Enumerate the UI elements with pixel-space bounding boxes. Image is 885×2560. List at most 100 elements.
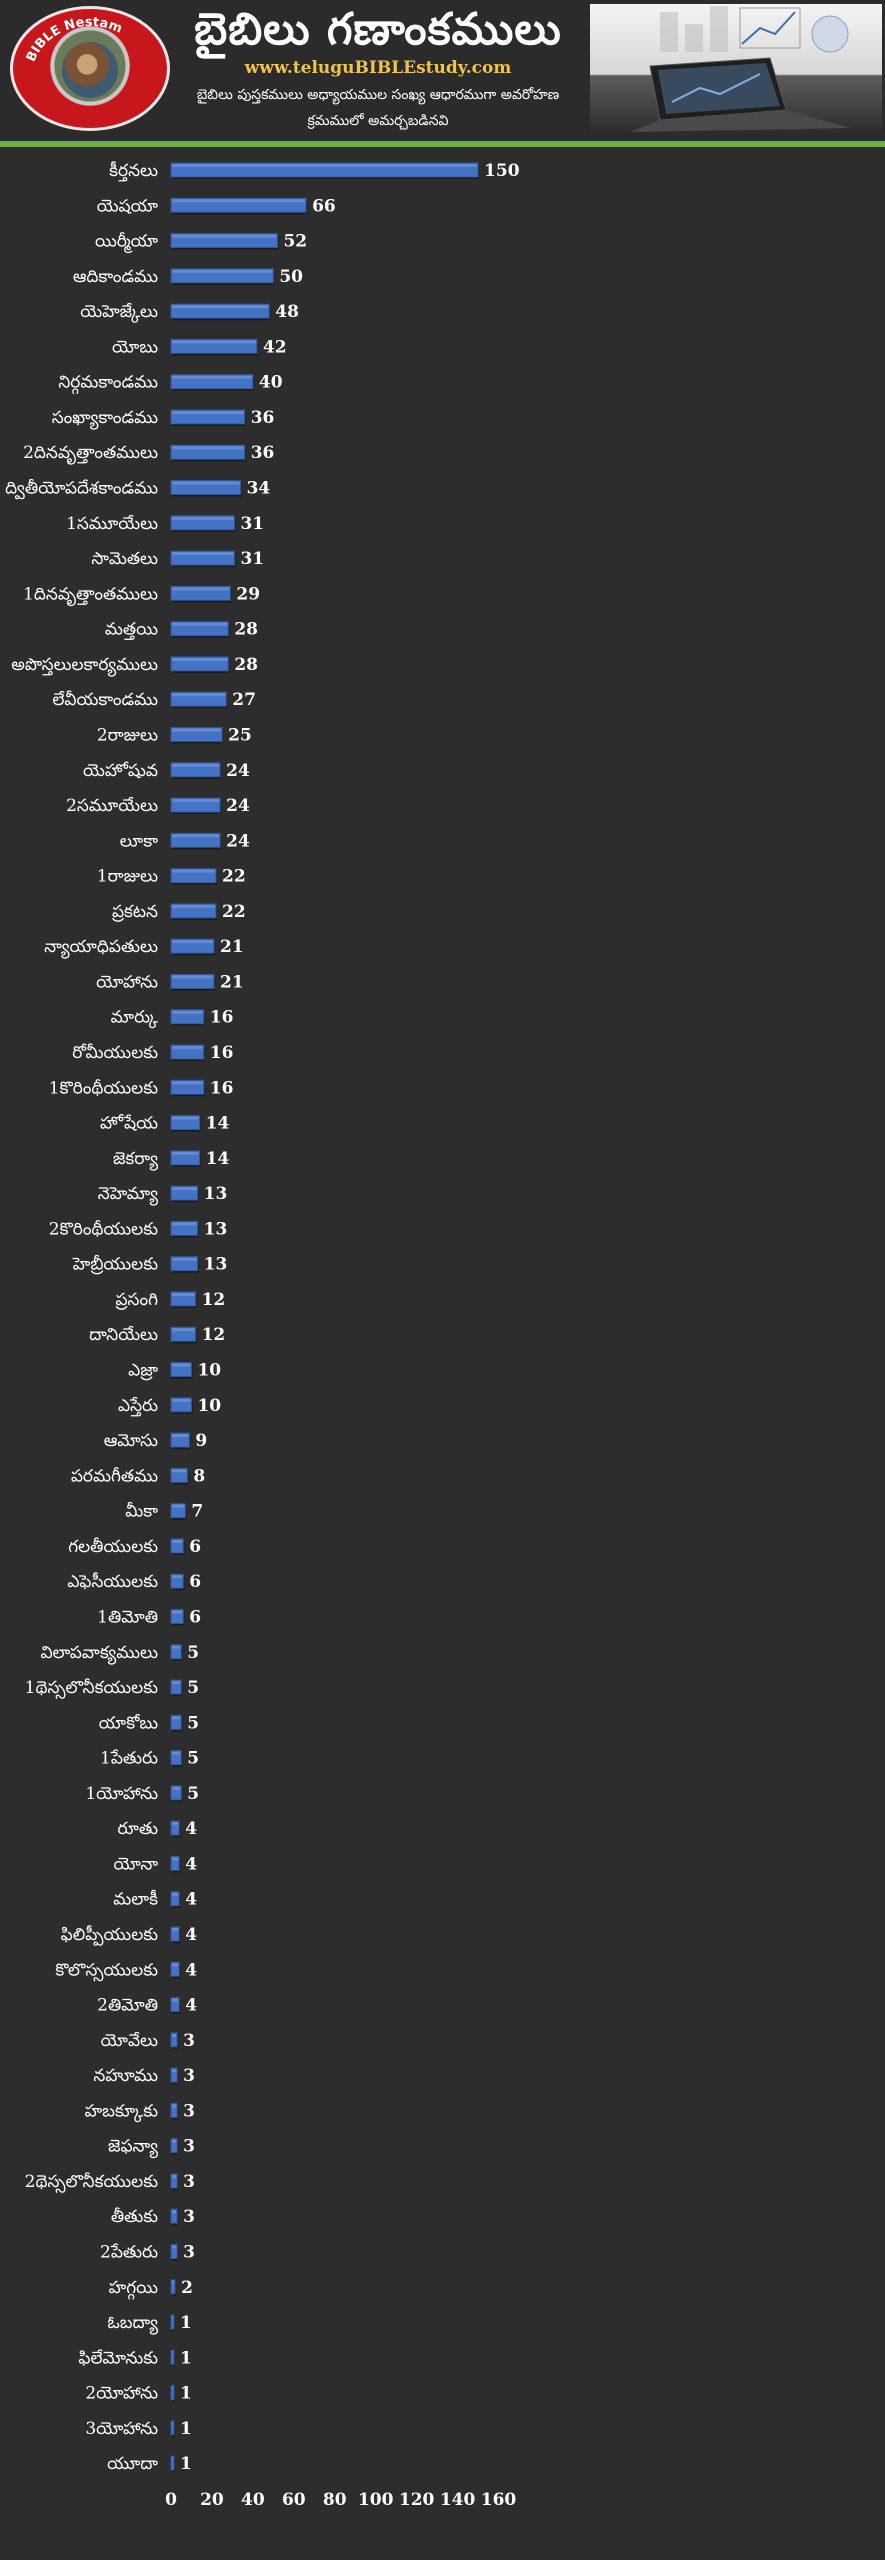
x-tick-label: 0: [165, 2490, 177, 2510]
bar-66: [170, 2455, 175, 2471]
data-label: 5: [187, 1678, 199, 1698]
bar-47: [170, 1785, 182, 1801]
bar-highlight: [172, 1010, 203, 1014]
bar-highlight: [172, 2386, 173, 2390]
data-label: 13: [204, 1219, 228, 1239]
category-label: 2యోహాను: [85, 2384, 158, 2404]
data-label: 150: [484, 161, 520, 181]
bar-highlight: [172, 1398, 191, 1402]
bar-highlight: [172, 1151, 199, 1155]
bar-highlight: [172, 1539, 183, 1543]
category-label: 1పేతురు: [100, 1749, 158, 1769]
bar-65: [170, 2420, 175, 2436]
data-label: 4: [185, 1996, 197, 2016]
bar-highlight: [172, 1328, 195, 1332]
bar-highlight: [172, 2351, 173, 2355]
category-label: కీర్తనలు: [109, 161, 158, 182]
bar-58: [170, 2173, 178, 2189]
data-label: 3: [183, 2172, 195, 2192]
category-label: అపొస్తలులకార్యములు: [11, 655, 158, 677]
x-tick-label: 100: [358, 2490, 394, 2510]
bar-48: [170, 1820, 180, 1836]
data-label: 52: [283, 232, 307, 252]
header: BIBLE Nestam బైబిలు గణాంకములు www.telugu…: [0, 0, 885, 140]
bar-46: [170, 1750, 182, 1766]
bar-44: [170, 1679, 182, 1695]
bar-highlight: [172, 1081, 203, 1085]
data-labels-group: 1506652504842403636343131292828272524242…: [180, 161, 520, 2474]
x-tick-label: 40: [241, 2490, 265, 2510]
data-label: 28: [234, 620, 258, 640]
data-label: 25: [228, 725, 252, 745]
data-label: 1: [180, 2384, 192, 2404]
bar-highlight: [172, 587, 230, 591]
category-label: 3యోహాను: [85, 2419, 158, 2439]
category-label: 1కొరింథీయులకు: [49, 1078, 158, 1098]
data-label: 3: [183, 2066, 195, 2086]
x-tick-label: 60: [282, 2490, 306, 2510]
data-label: 5: [187, 1713, 199, 1733]
data-label: 5: [187, 1784, 199, 1804]
category-label: కొలొస్సయులకు: [55, 1960, 158, 1981]
header-divider: [0, 141, 885, 147]
data-label: 9: [195, 1431, 207, 1451]
bar-61: [170, 2279, 176, 2295]
bar-highlight: [172, 2280, 175, 2284]
data-label: 1: [180, 2313, 192, 2333]
data-label: 5: [187, 1749, 199, 1769]
data-label: 3: [183, 2243, 195, 2263]
x-tick-label: 120: [399, 2490, 435, 2510]
bar-highlight: [172, 340, 256, 344]
data-label: 24: [226, 831, 250, 851]
bar-highlight: [172, 1116, 199, 1120]
category-label: రూతు: [117, 1819, 158, 1839]
category-label: యెహెజ్కేలు: [80, 302, 158, 323]
category-label: 2పేతురు: [100, 2243, 158, 2263]
data-label: 28: [234, 655, 258, 675]
bar-highlight: [172, 763, 220, 767]
category-label: 1దినవృత్తాంతములు: [23, 584, 158, 606]
logo-text: BIBLE Nestam: [24, 15, 124, 64]
data-label: 48: [275, 302, 299, 322]
category-label: 1సమూయేలు: [66, 514, 158, 534]
bar-62: [170, 2314, 175, 2330]
category-label: 2కొరింథీయులకు: [49, 1219, 158, 1239]
category-label: విలాపవాక్యములు: [40, 1643, 158, 1665]
bar-highlight: [172, 2210, 177, 2214]
bar-60: [170, 2244, 178, 2260]
bar-highlight: [172, 2174, 177, 2178]
bar-highlight: [172, 975, 213, 979]
data-label: 36: [251, 443, 275, 463]
category-label: ఆదికాండము: [73, 267, 158, 287]
data-label: 29: [236, 584, 260, 604]
bar-highlight: [172, 1187, 197, 1191]
data-label: 16: [210, 1078, 234, 1098]
data-label: 42: [263, 337, 287, 357]
site-url[interactable]: www.teluguBIBLEstudy.com: [244, 58, 512, 78]
bar-highlight: [172, 869, 216, 873]
category-label: హబక్కూకు: [85, 2101, 159, 2122]
bar-53: [170, 1997, 180, 2013]
data-label: 22: [222, 867, 246, 887]
bar-highlight: [172, 1257, 197, 1261]
x-tick-label: 140: [440, 2490, 476, 2510]
bar-highlight: [172, 1681, 181, 1685]
bar-highlight: [172, 728, 222, 732]
category-label: యోనా: [114, 1854, 159, 1874]
category-label: మలాకీ: [113, 1890, 158, 1910]
category-label: యెషయా: [97, 196, 159, 216]
category-label: తీతుకు: [111, 2207, 158, 2227]
jesus-with-child-icon: [62, 42, 118, 98]
data-label: 10: [197, 1396, 221, 1416]
category-label: ప్రసంగి: [115, 1290, 158, 1310]
data-label: 3: [183, 2207, 195, 2227]
bar-highlight: [172, 1751, 181, 1755]
category-label: యోహాను: [96, 972, 158, 992]
bible-nestam-logo: BIBLE Nestam: [10, 6, 170, 131]
category-label: యిర్మీయా: [95, 232, 159, 254]
bar-highlight: [172, 1645, 181, 1649]
data-label: 27: [232, 690, 256, 710]
data-label: 31: [240, 549, 264, 569]
category-label: జెకర్యా: [113, 1149, 158, 1171]
category-label: ఆమోసు: [104, 1431, 158, 1451]
